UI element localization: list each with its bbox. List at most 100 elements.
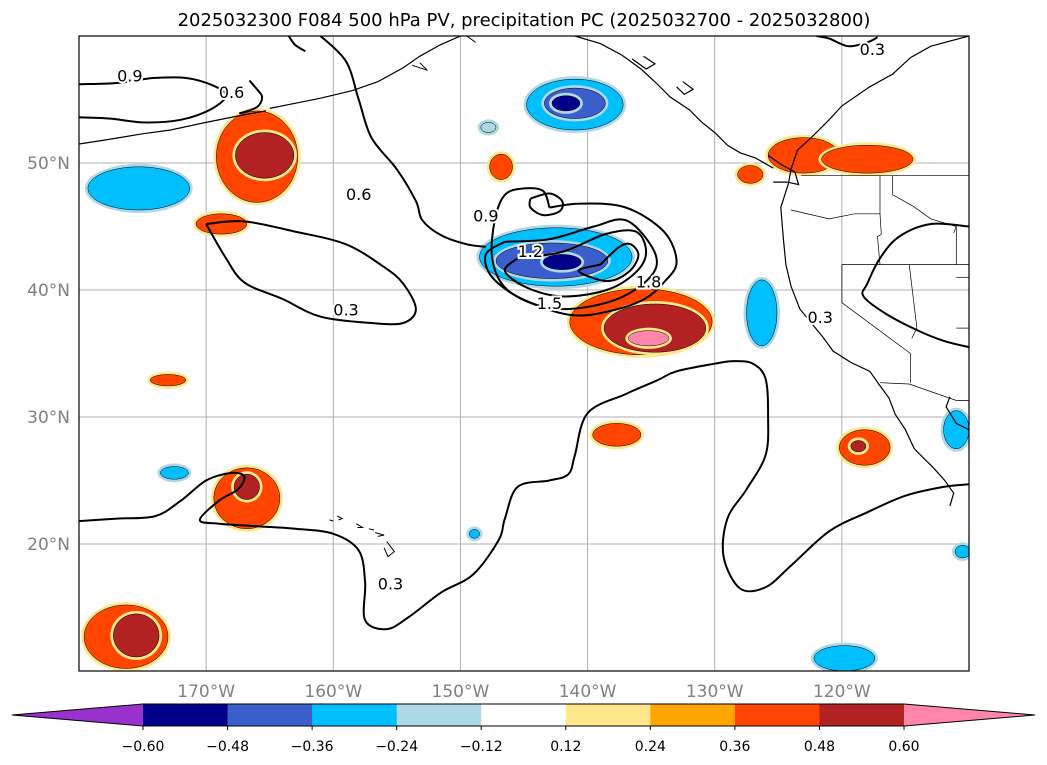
precip-blob bbox=[628, 330, 670, 347]
lat-tick-label: 30°N bbox=[27, 408, 70, 428]
island bbox=[375, 532, 385, 537]
precipitation-shading bbox=[81, 76, 969, 671]
colorbar-segment bbox=[565, 704, 651, 726]
pv-contour bbox=[490, 187, 678, 317]
colorbar-segment bbox=[650, 704, 736, 726]
colorbar: −0.60 −0.48 −0.36 −0.24 −0.12 0.12 0.24 0.36 0.4… bbox=[11, 703, 1036, 755]
colorbar-segment bbox=[312, 704, 398, 726]
pv-contour bbox=[816, 36, 878, 48]
border-line bbox=[908, 264, 918, 339]
precip-blob bbox=[160, 466, 189, 480]
pv-contour bbox=[528, 192, 564, 217]
precip-blob bbox=[235, 132, 295, 179]
border-line bbox=[841, 264, 911, 354]
pv-contour bbox=[319, 36, 487, 248]
contour-labels: 0.9 0.6 0.6 0.3 0.9 1.2 1.5 1.8 0.3 0.3 0.3 bbox=[115, 38, 887, 596]
lat-tick-label: 50°N bbox=[27, 154, 70, 174]
pv-contours bbox=[79, 36, 969, 631]
precip-blob bbox=[113, 613, 160, 658]
precip-blob bbox=[551, 95, 581, 112]
chart-title: 2025032300 F084 500 hPa PV, precipitatio… bbox=[178, 10, 871, 31]
coastline bbox=[269, 36, 461, 109]
plot-background bbox=[79, 36, 969, 671]
colorbar-tick-label: −0.48 bbox=[206, 739, 249, 755]
precip-blob bbox=[813, 645, 876, 671]
island bbox=[383, 541, 395, 558]
precip-blob bbox=[233, 473, 260, 500]
island bbox=[466, 36, 476, 43]
precip-blob bbox=[954, 545, 969, 559]
coastline bbox=[631, 55, 657, 70]
island bbox=[411, 62, 428, 71]
lon-tick-label: 140°W bbox=[559, 682, 617, 702]
precip-blob bbox=[489, 153, 513, 180]
colorbar-tick-label: 0.60 bbox=[888, 739, 919, 755]
contour-label: 1.2 bbox=[518, 242, 543, 261]
island bbox=[368, 528, 375, 531]
plot-frame bbox=[78, 35, 970, 672]
precip-blob bbox=[737, 165, 764, 184]
island bbox=[329, 519, 334, 522]
island bbox=[336, 515, 344, 521]
precip-blob bbox=[592, 423, 642, 447]
precip-blob bbox=[542, 254, 582, 270]
precip-blob bbox=[87, 166, 190, 211]
colorbar-segment bbox=[143, 704, 229, 726]
precip-blob bbox=[821, 144, 914, 174]
coastline bbox=[574, 36, 774, 169]
colorbar-segment bbox=[396, 704, 482, 726]
pv-contour bbox=[503, 229, 648, 298]
pv-contour bbox=[577, 242, 640, 283]
colorbar-tick-label: 0.36 bbox=[719, 739, 750, 755]
precip-blob bbox=[850, 440, 867, 453]
precip-blob bbox=[480, 122, 497, 133]
colorbar-tick-label: 0.12 bbox=[550, 739, 581, 755]
precip-blob bbox=[195, 213, 248, 235]
border-line bbox=[877, 175, 882, 265]
colorbar-tick-label: 0.24 bbox=[635, 739, 666, 755]
contour-label: 0.3 bbox=[378, 575, 403, 594]
coastline bbox=[767, 154, 800, 186]
pv-contour bbox=[287, 36, 306, 53]
coastline bbox=[79, 110, 267, 145]
colorbar-extend-low bbox=[12, 704, 143, 726]
lon-tick-label: 130°W bbox=[686, 682, 744, 702]
axis-tick-labels: 170°W 160°W 150°W 140°W 130°W 120°W 20°N 30°N 40… bbox=[27, 154, 871, 702]
lon-tick-label: 120°W bbox=[813, 682, 871, 702]
pv-contour bbox=[238, 79, 264, 115]
colorbar-tick-label: −0.36 bbox=[291, 739, 334, 755]
border-line bbox=[879, 382, 969, 401]
contour-label: 0.3 bbox=[333, 300, 358, 319]
colorbar-segment bbox=[227, 704, 313, 726]
precip-blob bbox=[943, 410, 969, 449]
border-line bbox=[790, 209, 880, 220]
colorbar-tick-label: −0.24 bbox=[375, 739, 418, 755]
contour-label: 0.9 bbox=[117, 67, 142, 86]
colorbar-extend-high bbox=[904, 704, 1035, 726]
contour-label: 0.6 bbox=[346, 185, 371, 204]
lon-tick-label: 170°W bbox=[177, 682, 235, 702]
pv-contour bbox=[205, 220, 417, 326]
border-line bbox=[892, 175, 957, 234]
precip-blob bbox=[746, 279, 778, 347]
lon-tick-label: 150°W bbox=[432, 682, 490, 702]
lat-tick-label: 40°N bbox=[27, 281, 70, 301]
lat-tick-label: 20°N bbox=[27, 535, 70, 555]
contour-label: 0.3 bbox=[808, 308, 833, 327]
contour-label: 1.5 bbox=[537, 294, 562, 313]
precip-blob bbox=[469, 529, 480, 539]
contour-label: 0.3 bbox=[860, 40, 885, 59]
pv-contour bbox=[79, 76, 227, 124]
colorbar-segment bbox=[819, 704, 905, 726]
pv-contour bbox=[861, 222, 969, 349]
colorbar-tick-label: 0.48 bbox=[804, 739, 835, 755]
contour-label: 0.6 bbox=[219, 83, 244, 102]
colorbar-segment bbox=[481, 704, 567, 726]
coastline bbox=[945, 396, 969, 431]
contour-label: 1.8 bbox=[636, 272, 661, 291]
coastline bbox=[676, 81, 695, 96]
contour-label: 0.9 bbox=[473, 206, 498, 225]
lon-tick-label: 160°W bbox=[304, 682, 362, 702]
colorbar-tick-label: −0.60 bbox=[122, 739, 165, 755]
